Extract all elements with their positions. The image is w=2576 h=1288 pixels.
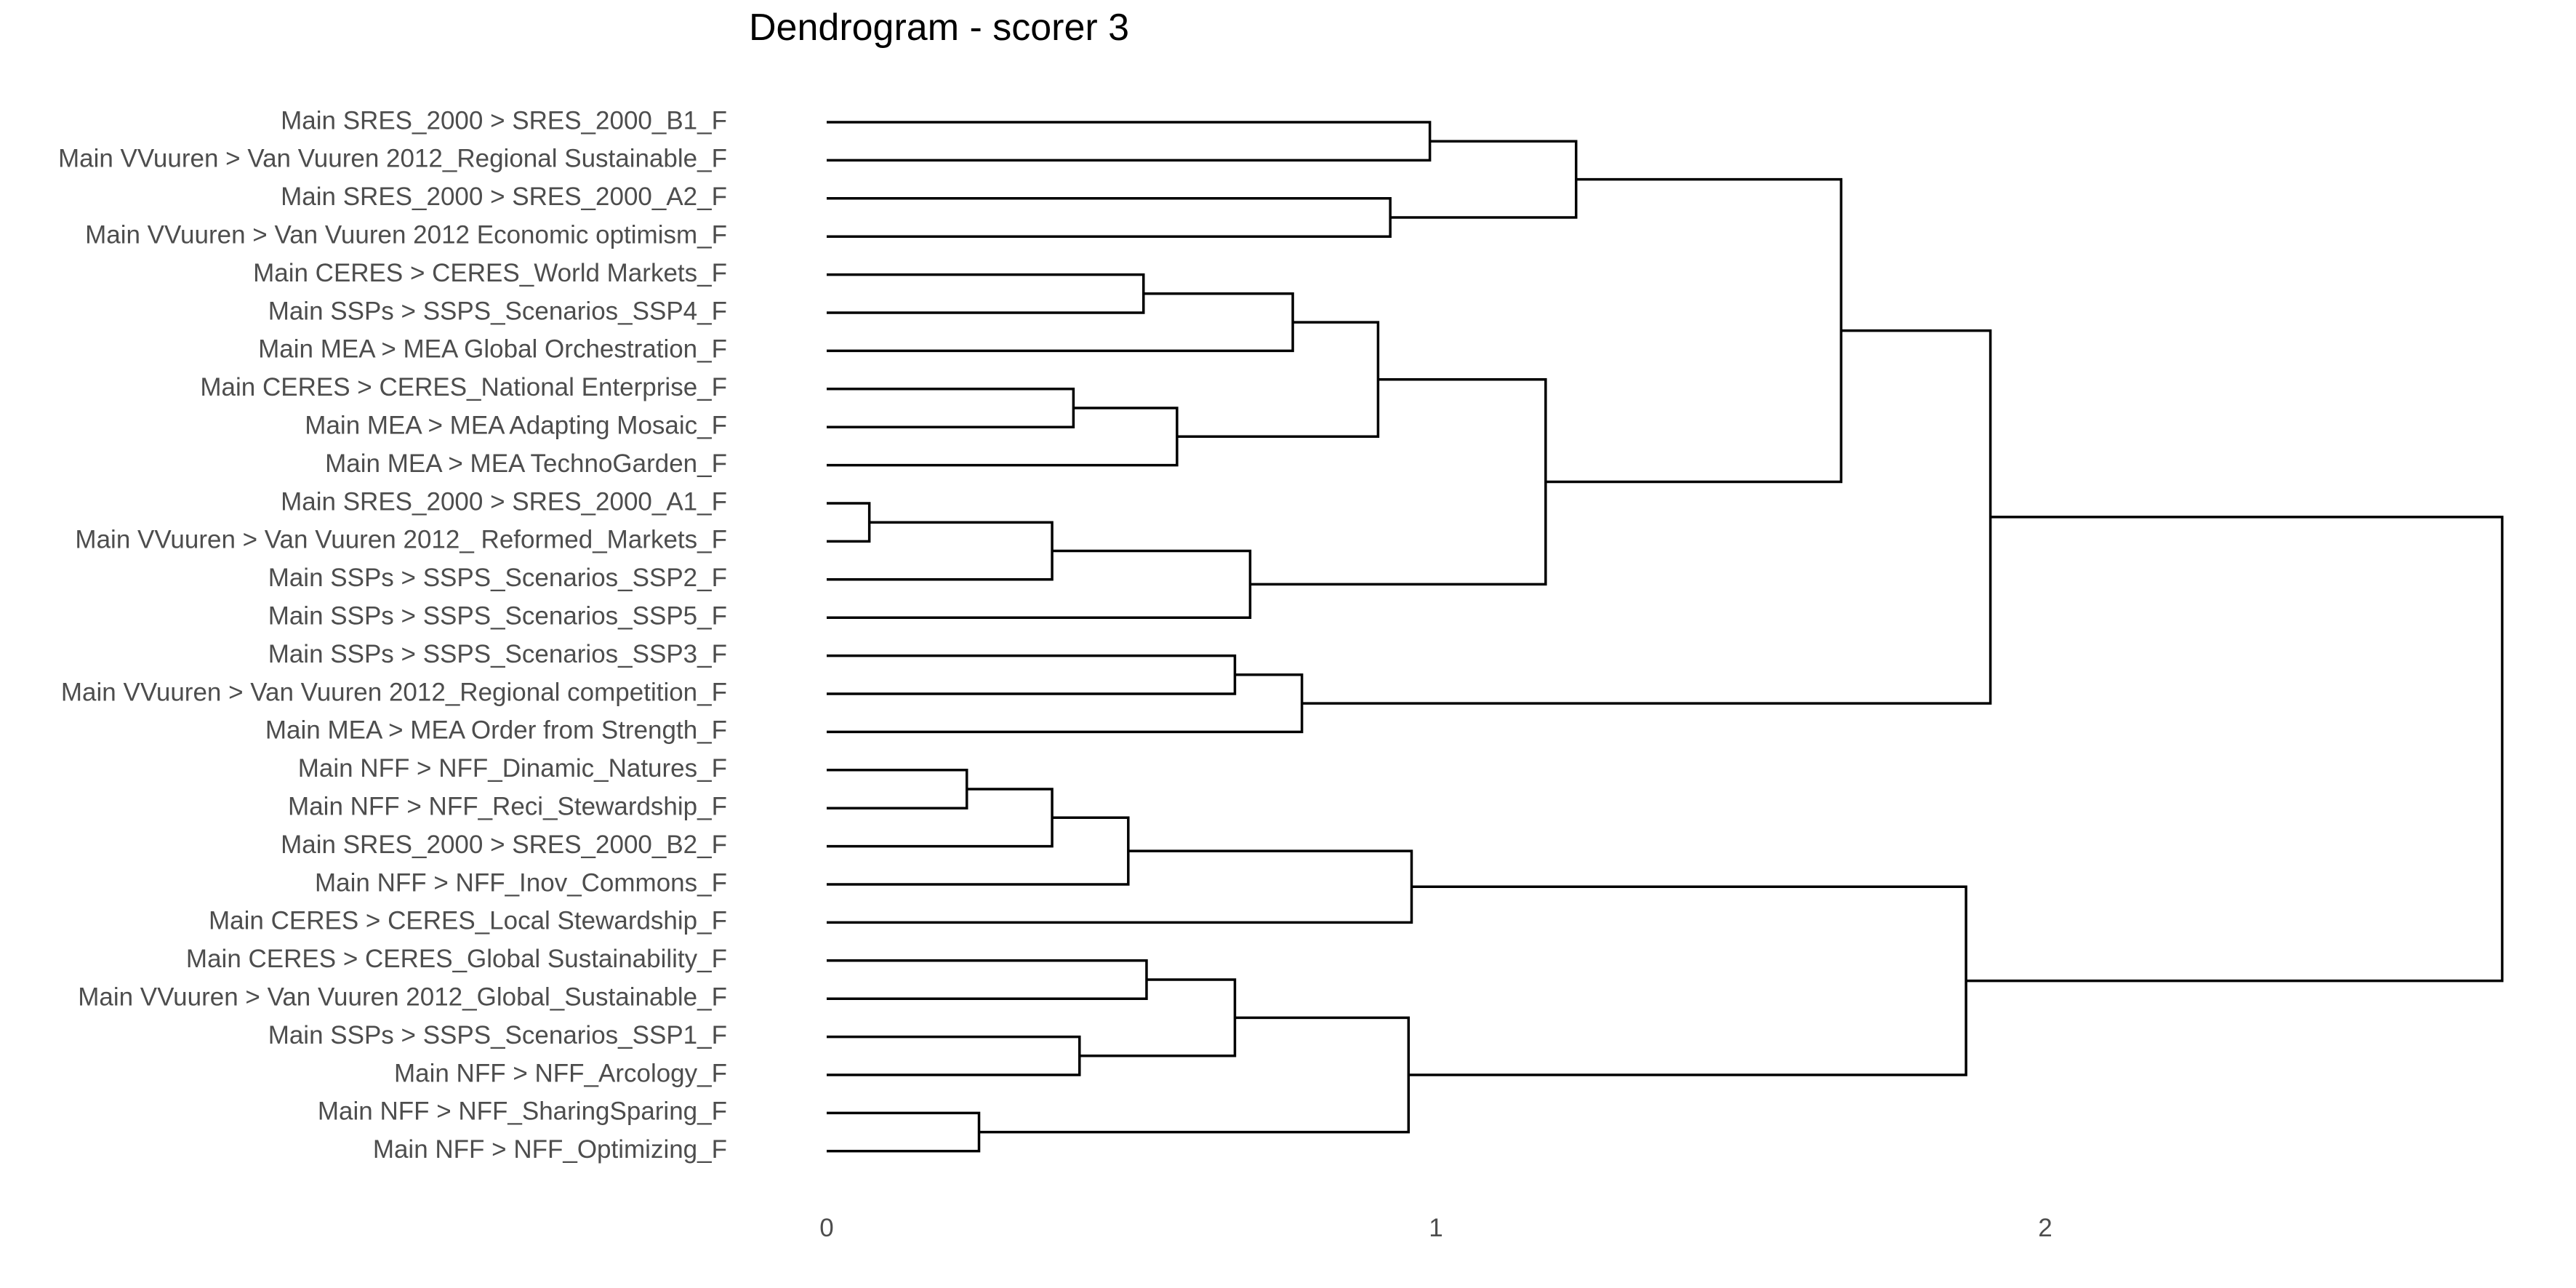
- merge-link-24: [827, 1111, 981, 1153]
- leaf-label: Main SRES_2000 > SRES_2000_B1_F: [281, 106, 727, 135]
- leaf-label: Main CERES > CERES_World Markets_F: [253, 259, 727, 287]
- merge-link-9: [827, 502, 871, 543]
- merge-link-23: [1079, 978, 1237, 1057]
- merge-link-13: [1545, 177, 1843, 484]
- leaf-label: Main NFF > NFF_Optimizing_F: [373, 1135, 727, 1164]
- merge-link-7: [827, 407, 1179, 467]
- leaf-label: Main VVuuren > Van Vuuren 2012_Global_Su…: [78, 983, 727, 1011]
- merge-link-16: [1301, 329, 1992, 705]
- chart-title: Dendrogram - scorer 3: [749, 7, 1130, 49]
- merge-link-14: [827, 654, 1237, 695]
- leaf-label: Main NFF > NFF_SharingSparing_F: [318, 1097, 727, 1126]
- leaf-label: Main SSPs > SSPS_Scenarios_SSP4_F: [268, 297, 727, 325]
- merge-link-2: [827, 197, 1392, 238]
- leaf-label: Main NFF > NFF_Reci_Stewardship_F: [288, 792, 727, 820]
- leaf-label: Main NFF > NFF_Dinamic_Natures_F: [298, 754, 727, 783]
- merge-link-1: [827, 121, 1432, 162]
- merge-link-19: [827, 816, 1130, 886]
- leaf-label: Main CERES > CERES_Local Stewardship_F: [209, 907, 727, 935]
- leaf-label: Main SSPs > SSPS_Scenarios_SSP5_F: [268, 601, 727, 630]
- merge-link-21: [827, 959, 1148, 1000]
- merge-link-5: [827, 292, 1294, 353]
- merge-link-27: [1966, 516, 2504, 983]
- dendrogram-links: [827, 121, 2504, 1153]
- merge-link-12: [1250, 377, 1547, 586]
- leaf-label: Main MEA > MEA Global Orchestration_F: [258, 335, 727, 364]
- merge-link-26: [1408, 885, 1967, 1076]
- leaf-label: Main VVuuren > Van Vuuren 2012_ Reformed…: [75, 526, 727, 554]
- leaf-label: Main VVuuren > Van Vuuren 2012_Regional …: [58, 145, 727, 173]
- merge-link-20: [827, 849, 1413, 924]
- leaf-label: Main SSPs > SSPS_Scenarios_SSP2_F: [268, 564, 727, 592]
- leaf-label: Main SRES_2000 > SRES_2000_B2_F: [281, 831, 727, 859]
- leaf-label: Main MEA > MEA TechnoGarden_F: [325, 449, 727, 478]
- leaf-label: Main SRES_2000 > SRES_2000_A2_F: [281, 183, 727, 211]
- leaf-label: Main MEA > MEA Order from Strength_F: [265, 716, 727, 745]
- leaf-label: Main CERES > CERES_Global Sustainability…: [186, 945, 727, 973]
- x-axis: 0 1 2: [819, 1214, 2052, 1242]
- merge-link-18: [827, 788, 1054, 848]
- merge-link-22: [827, 1035, 1081, 1076]
- merge-link-8: [1176, 321, 1380, 439]
- merge-link-3: [1390, 140, 1578, 219]
- x-tick-label: 1: [1429, 1214, 1443, 1242]
- x-tick-label: 2: [2038, 1214, 2052, 1242]
- merge-link-6: [827, 388, 1075, 428]
- merge-link-10: [827, 521, 1054, 581]
- x-tick-label: 0: [819, 1214, 833, 1242]
- leaf-label: Main SSPs > SSPS_Scenarios_SSP3_F: [268, 640, 727, 668]
- leaf-label: Main MEA > MEA Adapting Mosaic_F: [305, 411, 727, 439]
- leaf-label: Main SSPs > SSPS_Scenarios_SSP1_F: [268, 1021, 727, 1049]
- leaf-label: Main CERES > CERES_National Enterprise_F: [200, 373, 727, 401]
- leaf-label: Main SRES_2000 > SRES_2000_A1_F: [281, 487, 727, 516]
- leaf-label: Main NFF > NFF_Arcology_F: [394, 1059, 727, 1087]
- merge-link-4: [827, 273, 1145, 314]
- leaf-label: Main VVuuren > Van Vuuren 2012_Regional …: [61, 678, 727, 706]
- merge-link-17: [827, 769, 968, 809]
- leaf-label: Main VVuuren > Van Vuuren 2012 Economic …: [85, 220, 727, 249]
- merge-link-15: [827, 673, 1304, 734]
- merge-link-11: [827, 549, 1252, 619]
- leaf-labels: Main SRES_2000 > SRES_2000_B1_F Main VVuu…: [58, 106, 727, 1164]
- leaf-label: Main NFF > NFF_Inov_Commons_F: [315, 868, 727, 897]
